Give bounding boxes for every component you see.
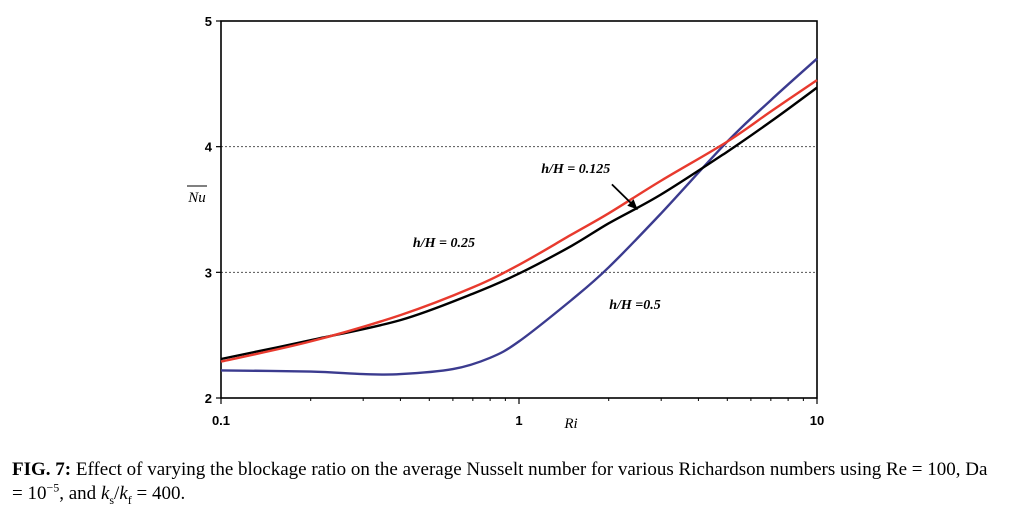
caption-end: = 400. <box>131 483 186 504</box>
y-tick-label: 2 <box>205 391 212 406</box>
caption-kf-sub: f <box>127 492 132 507</box>
series-lines <box>220 57 818 376</box>
chart-svg: 2 3 4 5 0.1 1 10 h/H = 0.125 h/H = 0.25 h/H =0.… <box>187 14 824 432</box>
annotations: h/H = 0.125 h/H = 0.25 h/H =0.5 <box>413 162 661 313</box>
series-line-black <box>220 86 818 361</box>
annotation-h-0125: h/H = 0.125 <box>541 162 610 177</box>
figure-caption: FIG. 7: Effect of varying the blockage r… <box>12 458 1002 506</box>
x-tick-label: 1 <box>515 413 522 428</box>
caption-ks: k <box>100 483 110 504</box>
y-tick-label: 3 <box>205 265 212 280</box>
y-gridlines <box>221 146 817 273</box>
y-tick-label: 5 <box>205 14 212 29</box>
series-line-blue <box>220 57 818 376</box>
x-ticks: 0.1 1 10 <box>212 398 824 428</box>
series-line-red <box>220 79 818 363</box>
y-ticks: 2 3 4 5 <box>205 14 221 406</box>
caption-ks-sub: s <box>109 492 115 507</box>
caption-mid: , and <box>59 483 101 504</box>
y-axis-label: Nu <box>187 190 206 206</box>
x-axis-label: Ri <box>563 416 577 432</box>
figure-label: FIG. 7: <box>12 459 72 480</box>
x-tick-label: 10 <box>810 413 824 428</box>
caption-text: Effect of varying the blockage ratio on … <box>12 459 988 504</box>
x-tick-label: 0.1 <box>212 413 230 428</box>
annotation-arrow-head <box>627 199 638 210</box>
annotation-h-05: h/H =0.5 <box>609 298 661 313</box>
caption-slash: / <box>114 483 120 504</box>
y-tick-label: 4 <box>205 140 213 155</box>
caption-da-exponent: −5 <box>46 480 60 495</box>
caption-kf: k <box>119 483 128 504</box>
annotation-h-025: h/H = 0.25 <box>413 236 475 251</box>
